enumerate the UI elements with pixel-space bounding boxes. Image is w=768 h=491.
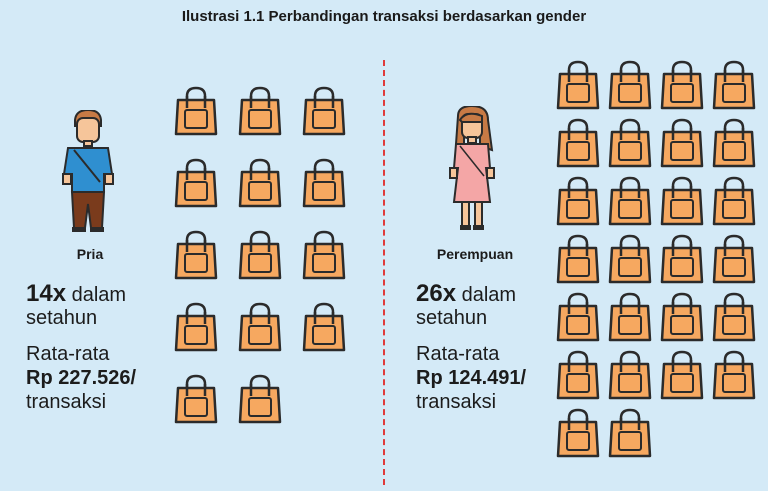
female-shopping-bag-icon [608,292,652,342]
male-shopping-bag-icon [174,158,218,208]
female-shopping-bag-icon [660,234,704,284]
female-shopping-bag-icon [608,408,652,458]
male-count-suffix: dalam [71,284,127,306]
male-shopping-bag-icon [174,230,218,280]
male-count: 14x [26,280,67,307]
female-shopping-bag-icon [608,176,652,226]
female-shopping-bag-icon [608,118,652,168]
male-shopping-bag-icon [238,302,282,352]
female-shopping-bag-icon [660,176,704,226]
male-shopping-bag-icon [302,230,346,280]
female-shopping-bag-icon [556,408,600,458]
female-shopping-bag-icon [712,176,756,226]
male-avg-value: Rp 227.526/ [26,367,137,389]
male-shopping-bag-icon [302,86,346,136]
female-shopping-bag-icon [556,350,600,400]
male-shopping-bag-icon [174,302,218,352]
female-shopping-bag-icon [712,60,756,110]
illustration-title: Ilustrasi 1.1 Perbandingan transaksi ber… [181,8,587,25]
female-shopping-bag-icon [556,234,600,284]
female-shopping-bag-icon [712,350,756,400]
male-label: Pria [76,246,104,262]
female-count-line: 26x dalam [416,282,516,307]
female-shopping-bag-icon [712,118,756,168]
female-shopping-bag-icon [556,60,600,110]
female-shopping-bag-icon [660,60,704,110]
female-count-suffix: dalam [461,284,517,306]
male-shopping-bag-icon [302,302,346,352]
female-shopping-bag-icon [660,118,704,168]
female-avg-value: Rp 124.491/ [416,367,527,389]
female-count: 26x [416,280,457,307]
female-bag-grid [556,60,766,480]
female-count-suffix2: setahun [416,307,488,329]
male-shopping-bag-icon [238,86,282,136]
female-avg-unit: transaksi [416,391,497,413]
female-shopping-bag-icon [556,292,600,342]
male-shopping-bag-icon [174,374,218,424]
female-shopping-bag-icon [712,292,756,342]
center-divider [383,60,385,485]
female-shopping-bag-icon [660,350,704,400]
male-bag-grid [174,86,374,446]
female-person-icon [449,106,495,230]
female-shopping-bag-icon [608,60,652,110]
female-shopping-bag-icon [608,350,652,400]
female-shopping-bag-icon [712,234,756,284]
female-avg-label: Rata-rata [416,343,500,365]
female-shopping-bag-icon [608,234,652,284]
male-person-icon [62,110,114,232]
male-shopping-bag-icon [238,158,282,208]
female-label: Perempuan [436,246,514,262]
male-shopping-bag-icon [238,374,282,424]
male-shopping-bag-icon [238,230,282,280]
male-avg-unit: transaksi [26,391,107,413]
female-shopping-bag-icon [660,292,704,342]
female-shopping-bag-icon [556,176,600,226]
male-shopping-bag-icon [302,158,346,208]
female-shopping-bag-icon [556,118,600,168]
male-avg-label: Rata-rata [26,343,110,365]
male-count-suffix2: setahun [26,307,98,329]
male-shopping-bag-icon [174,86,218,136]
male-count-line: 14x dalam [26,282,126,307]
